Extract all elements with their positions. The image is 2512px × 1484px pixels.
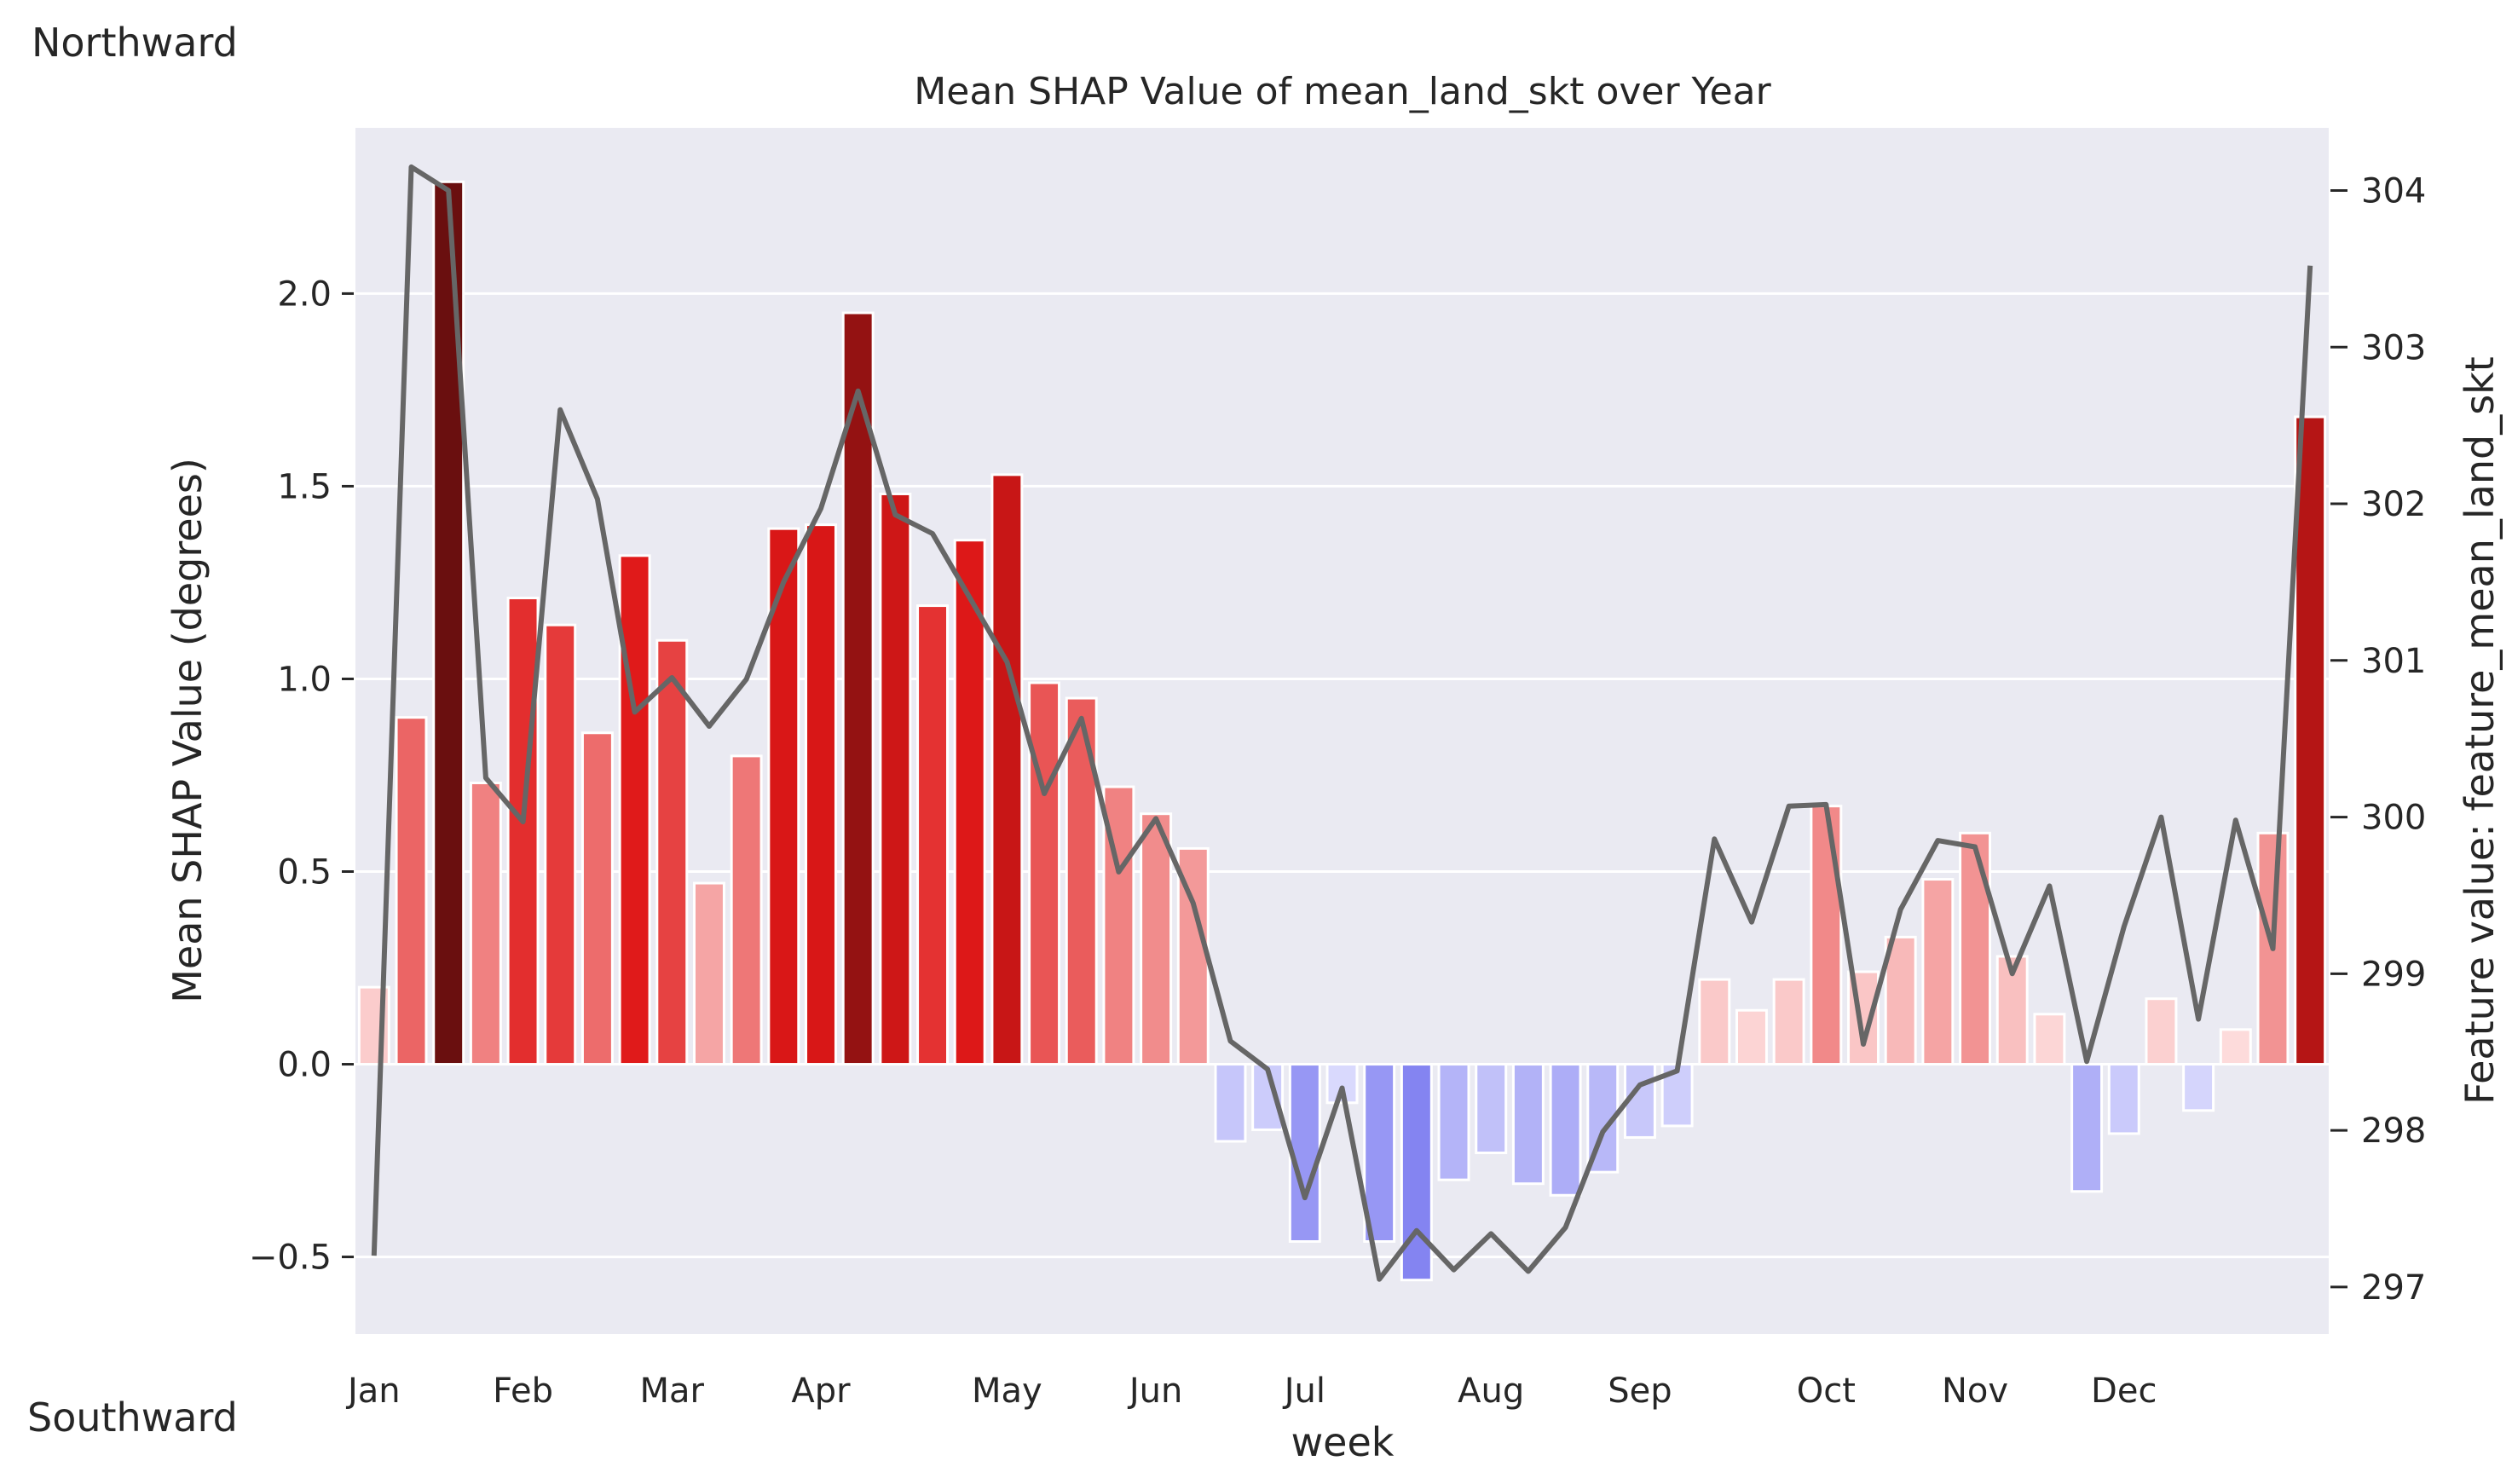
x-tick-label: Aug <box>1458 1371 1524 1411</box>
feature-value-line <box>371 164 2313 1282</box>
y2-axis-ticks: 297 298 299 300 301 302 303 304 <box>2330 172 2426 1308</box>
bar <box>2070 1063 2104 1193</box>
bar <box>730 754 763 1066</box>
x-tick-label: Jul <box>1282 1371 1325 1411</box>
y2-tick-label: 302 <box>2361 485 2426 524</box>
y-tick-label: −0.5 <box>249 1239 332 1278</box>
bar <box>395 716 428 1066</box>
bar <box>990 473 1024 1066</box>
y2-tick-label: 303 <box>2361 328 2426 367</box>
x-tick-label: Jun <box>1127 1371 1183 1411</box>
bar <box>655 638 689 1066</box>
bar <box>1549 1063 1582 1197</box>
y2-axis-label: Feature value: feature_mean_land_skt <box>2457 356 2503 1105</box>
chart-title: Mean SHAP Value of mean_land_skt over Ye… <box>914 70 1771 113</box>
x-tick-label: Oct <box>1797 1371 1856 1411</box>
bar <box>1735 1008 1768 1066</box>
bar <box>1028 681 1061 1066</box>
bar <box>805 523 837 1066</box>
bar <box>2145 997 2178 1066</box>
x-axis-ticks: Jan Feb Mar Apr May Jun Jul Aug Sep Oct Nov Dec <box>345 1371 2157 1411</box>
bar <box>1288 1063 1321 1244</box>
bar <box>1475 1063 1508 1155</box>
y2-tick-label: 304 <box>2361 172 2426 211</box>
y2-tick-label: 301 <box>2361 642 2426 681</box>
bar <box>580 731 614 1066</box>
northward-label: Northward <box>32 20 238 66</box>
feature-line <box>371 164 2313 1282</box>
bar <box>1884 935 1917 1066</box>
y2-tick-label: 298 <box>2361 1112 2426 1151</box>
bar <box>506 597 540 1066</box>
y-tick-label: 1.0 <box>277 660 332 699</box>
x-tick-label: Nov <box>1942 1371 2008 1411</box>
y-tick-label: 0.5 <box>277 853 332 892</box>
x-axis-label: week <box>1291 1419 1395 1465</box>
y2-tick-label: 299 <box>2361 955 2426 994</box>
bar <box>1363 1063 1396 1244</box>
bars <box>357 180 2327 1282</box>
x-tick-label: Mar <box>640 1371 705 1411</box>
x-tick-label: May <box>972 1371 1042 1411</box>
bar <box>767 527 800 1066</box>
x-tick-label: Jan <box>345 1371 401 1411</box>
bar <box>1511 1063 1545 1186</box>
bar <box>1772 978 1805 1066</box>
bar <box>1214 1063 1247 1143</box>
bar <box>692 881 725 1066</box>
southward-label: Southward <box>27 1394 238 1441</box>
bar <box>1437 1063 1470 1181</box>
y2-tick-label: 300 <box>2361 799 2426 838</box>
bar <box>2219 1028 2252 1066</box>
bar <box>2107 1063 2140 1135</box>
bar <box>879 492 912 1066</box>
bar <box>841 311 875 1066</box>
bar <box>1921 878 1955 1066</box>
bar <box>1698 978 1731 1066</box>
bar <box>469 782 502 1066</box>
bar <box>2033 1013 2066 1066</box>
bar <box>916 604 950 1066</box>
bar <box>2182 1063 2215 1112</box>
bar <box>953 539 986 1066</box>
x-tick-label: Apr <box>791 1371 851 1411</box>
bar <box>544 623 577 1066</box>
bar <box>618 554 651 1066</box>
y2-tick-label: 297 <box>2361 1268 2426 1308</box>
plot-background <box>355 128 2329 1334</box>
y-axis-label: Mean SHAP Value (degrees) <box>165 458 211 1003</box>
x-tick-label: Sep <box>1608 1371 1672 1411</box>
x-tick-label: Feb <box>493 1371 553 1411</box>
bar <box>2294 415 2327 1066</box>
bar <box>1810 805 1843 1066</box>
bar <box>432 180 465 1066</box>
y-tick-label: 0.0 <box>277 1046 332 1085</box>
x-tick-label: Dec <box>2091 1371 2157 1411</box>
y-tick-label: 2.0 <box>277 274 332 314</box>
y-tick-label: 1.5 <box>277 467 332 506</box>
bar <box>1140 812 1173 1066</box>
bar <box>1959 831 1992 1066</box>
y-axis-ticks: −0.5 0.0 0.5 1.0 1.5 2.0 <box>249 274 354 1278</box>
